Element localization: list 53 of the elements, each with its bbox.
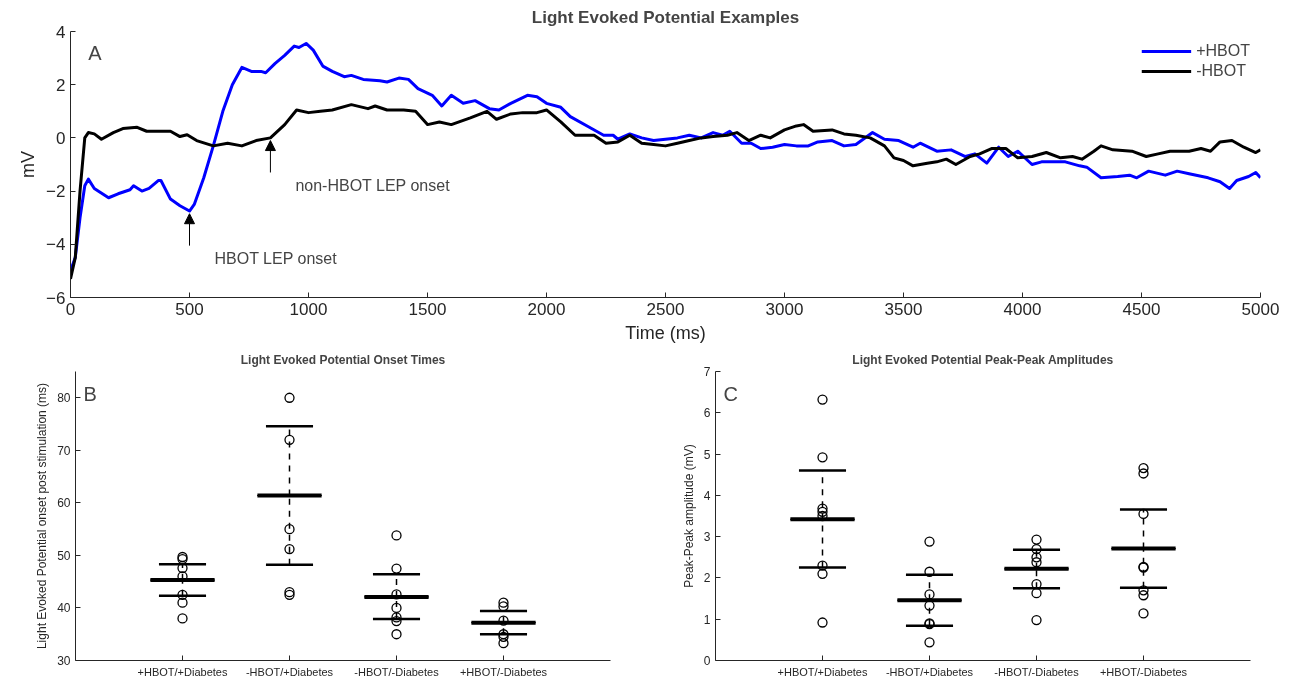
x-tick-label: 3000 xyxy=(765,299,804,319)
x-tick-label: +HBOT/-Diabetes xyxy=(1099,665,1188,678)
y-tick-label: 2 xyxy=(56,75,66,95)
line-series xyxy=(70,103,1261,281)
y-tick-label: 3 xyxy=(703,530,711,545)
legend-label: -HBOT xyxy=(1196,62,1246,80)
annotation: B xyxy=(83,383,97,406)
x-tick-label: -HBOT/+Diabetes xyxy=(245,665,334,678)
x-tick-label: 2500 xyxy=(646,299,685,319)
annotation: non-HBOT LEP onset xyxy=(295,176,451,194)
chart-title: Light Evoked Potential Onset Times xyxy=(240,352,446,367)
x-tick-label: 2000 xyxy=(527,299,566,319)
y-tick-label: 50 xyxy=(57,548,71,563)
y-tick-label: 80 xyxy=(57,391,71,406)
x-tick-label: -HBOT/+Diabetes xyxy=(885,665,974,678)
y-tick-label: 0 xyxy=(703,654,711,668)
x-tick-label: 4500 xyxy=(1122,299,1161,319)
annotation: C xyxy=(723,383,738,406)
x-tick-label: -HBOT/-Diabetes xyxy=(994,665,1080,678)
y-tick-label: −2 xyxy=(46,182,66,202)
y-axis-title: Light Evoked Potential onset post stimulation (ms) xyxy=(35,382,50,650)
annotation: A xyxy=(88,42,103,65)
x-tick-label: 3500 xyxy=(884,299,923,319)
y-tick-label: −4 xyxy=(46,235,66,255)
y-tick-label: 40 xyxy=(57,601,71,616)
chart-title: Light Evoked Potential Examples xyxy=(531,7,800,27)
chart-title: Light Evoked Potential Peak-Peak Amplitudes xyxy=(852,352,1114,367)
y-axis-title: Peak-Peak amplitude (mV) xyxy=(681,444,696,588)
x-tick-label: +HBOT/+Diabetes xyxy=(137,665,228,678)
x-tick-label: 1500 xyxy=(408,299,447,319)
y-tick-label: 4 xyxy=(703,488,711,503)
annotation: HBOT LEP onset xyxy=(214,249,338,267)
y-tick-label: 30 xyxy=(57,654,71,668)
y-tick-label: 1 xyxy=(703,612,711,627)
x-axis-title: Time (ms) xyxy=(625,322,706,343)
y-tick-label: 7 xyxy=(703,365,711,379)
x-tick-label: +HBOT/+Diabetes xyxy=(777,665,868,678)
y-axis-title: mV xyxy=(18,151,39,178)
y-tick-label: 0 xyxy=(56,128,66,148)
y-tick-label: 6 xyxy=(703,406,711,421)
y-tick-label: 4 xyxy=(56,22,66,42)
x-tick-label: -HBOT/-Diabetes xyxy=(354,665,440,678)
legend-label: +HBOT xyxy=(1196,42,1250,60)
x-tick-label: 1000 xyxy=(289,299,328,319)
x-tick-label: 5000 xyxy=(1241,299,1280,319)
y-tick-label: −6 xyxy=(46,288,66,308)
x-tick-label: +HBOT/-Diabetes xyxy=(459,665,548,678)
y-tick-label: 2 xyxy=(703,571,711,586)
y-tick-label: 5 xyxy=(703,447,711,462)
y-tick-label: 60 xyxy=(57,496,71,511)
x-tick-label: 4000 xyxy=(1003,299,1042,319)
y-tick-label: 70 xyxy=(57,443,71,458)
x-tick-label: 500 xyxy=(175,299,204,319)
